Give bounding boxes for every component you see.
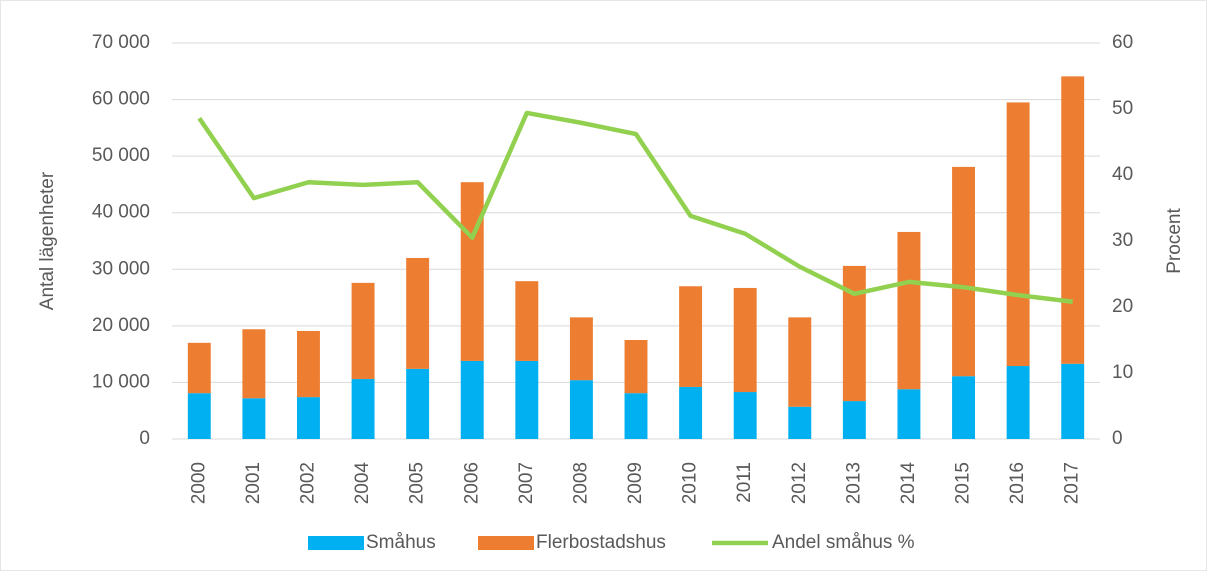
- legend-swatch: [308, 536, 364, 550]
- bar: [242, 329, 266, 399]
- bar: [515, 281, 539, 361]
- x-tick-label: 2005: [407, 462, 428, 504]
- bar: [297, 330, 320, 398]
- x-tick-label: 2016: [1007, 462, 1028, 504]
- y2-tick-label: 60: [1112, 32, 1133, 53]
- x-tick-label: 2000: [188, 462, 209, 504]
- x-tick-label: 2001: [243, 462, 264, 504]
- x-tick-label: 2004: [352, 462, 373, 505]
- bar: [788, 406, 812, 439]
- x-tick-label: 2012: [789, 462, 810, 504]
- x-tick-label: 2007: [516, 462, 537, 504]
- bar: [624, 340, 648, 394]
- bar: [679, 386, 703, 439]
- bar: [733, 392, 757, 439]
- line-series: [197, 110, 1073, 304]
- bar: [187, 393, 211, 439]
- y-axis-label: Antal lägenheter: [37, 171, 58, 310]
- y2-tick-label: 0: [1112, 428, 1123, 449]
- bar: [515, 360, 539, 439]
- x-tick-label: 2008: [570, 462, 591, 504]
- bar: [842, 265, 866, 402]
- bar: [406, 368, 430, 439]
- y2-tick-label: 50: [1112, 98, 1133, 119]
- bar: [897, 389, 921, 439]
- y-tick-label: 30 000: [92, 258, 150, 279]
- bar: [187, 342, 211, 394]
- x-tick-label: 2015: [953, 462, 974, 504]
- bar: [569, 380, 593, 439]
- bar: [1061, 363, 1085, 439]
- y-tick-label: 60 000: [92, 89, 150, 110]
- bar: [297, 397, 320, 439]
- y-tick-label: 10 000: [92, 371, 150, 392]
- bar: [351, 282, 375, 380]
- bar: [842, 401, 866, 439]
- x-tick-label: 2014: [898, 462, 919, 505]
- legend-label: Flerbostadshus: [536, 532, 666, 553]
- bar: [1006, 102, 1030, 367]
- y-tick-label: 40 000: [92, 202, 150, 223]
- bar: [569, 317, 593, 381]
- bar: [460, 360, 484, 439]
- bar: [624, 393, 648, 439]
- bar: [952, 376, 975, 439]
- x-tick-label: 2017: [1062, 462, 1083, 504]
- y2-tick-label: 10: [1112, 362, 1133, 383]
- y-tick-label: 70 000: [92, 32, 150, 53]
- bar: [460, 182, 484, 361]
- bar: [242, 398, 266, 439]
- bar: [897, 231, 921, 390]
- x-tick-label: 2013: [843, 462, 864, 504]
- y-tick-label: 0: [139, 428, 150, 449]
- bar: [733, 287, 757, 393]
- legend-swatch: [478, 536, 534, 550]
- x-tick-label: 2010: [680, 462, 701, 504]
- bar: [1061, 76, 1085, 364]
- x-tick-label: 2006: [461, 462, 482, 504]
- y2-tick-label: 30: [1112, 230, 1133, 251]
- y-tick-label: 50 000: [92, 145, 150, 166]
- x-tick-label: 2009: [625, 462, 646, 504]
- x-tick-label: 2002: [297, 462, 318, 504]
- y2-tick-label: 40: [1112, 164, 1133, 185]
- bar: [1006, 366, 1030, 439]
- bar: [679, 286, 703, 387]
- legend-label: Andel småhus %: [772, 532, 915, 553]
- y2-axis-label: Procent: [1164, 208, 1185, 274]
- bar: [952, 166, 975, 377]
- bar: [351, 379, 375, 439]
- bar: [406, 257, 430, 369]
- bar: [788, 317, 812, 407]
- y-tick-label: 20 000: [92, 315, 150, 336]
- y2-tick-label: 20: [1112, 296, 1133, 317]
- legend-label: Småhus: [366, 532, 436, 553]
- x-tick-label: 2011: [734, 462, 755, 503]
